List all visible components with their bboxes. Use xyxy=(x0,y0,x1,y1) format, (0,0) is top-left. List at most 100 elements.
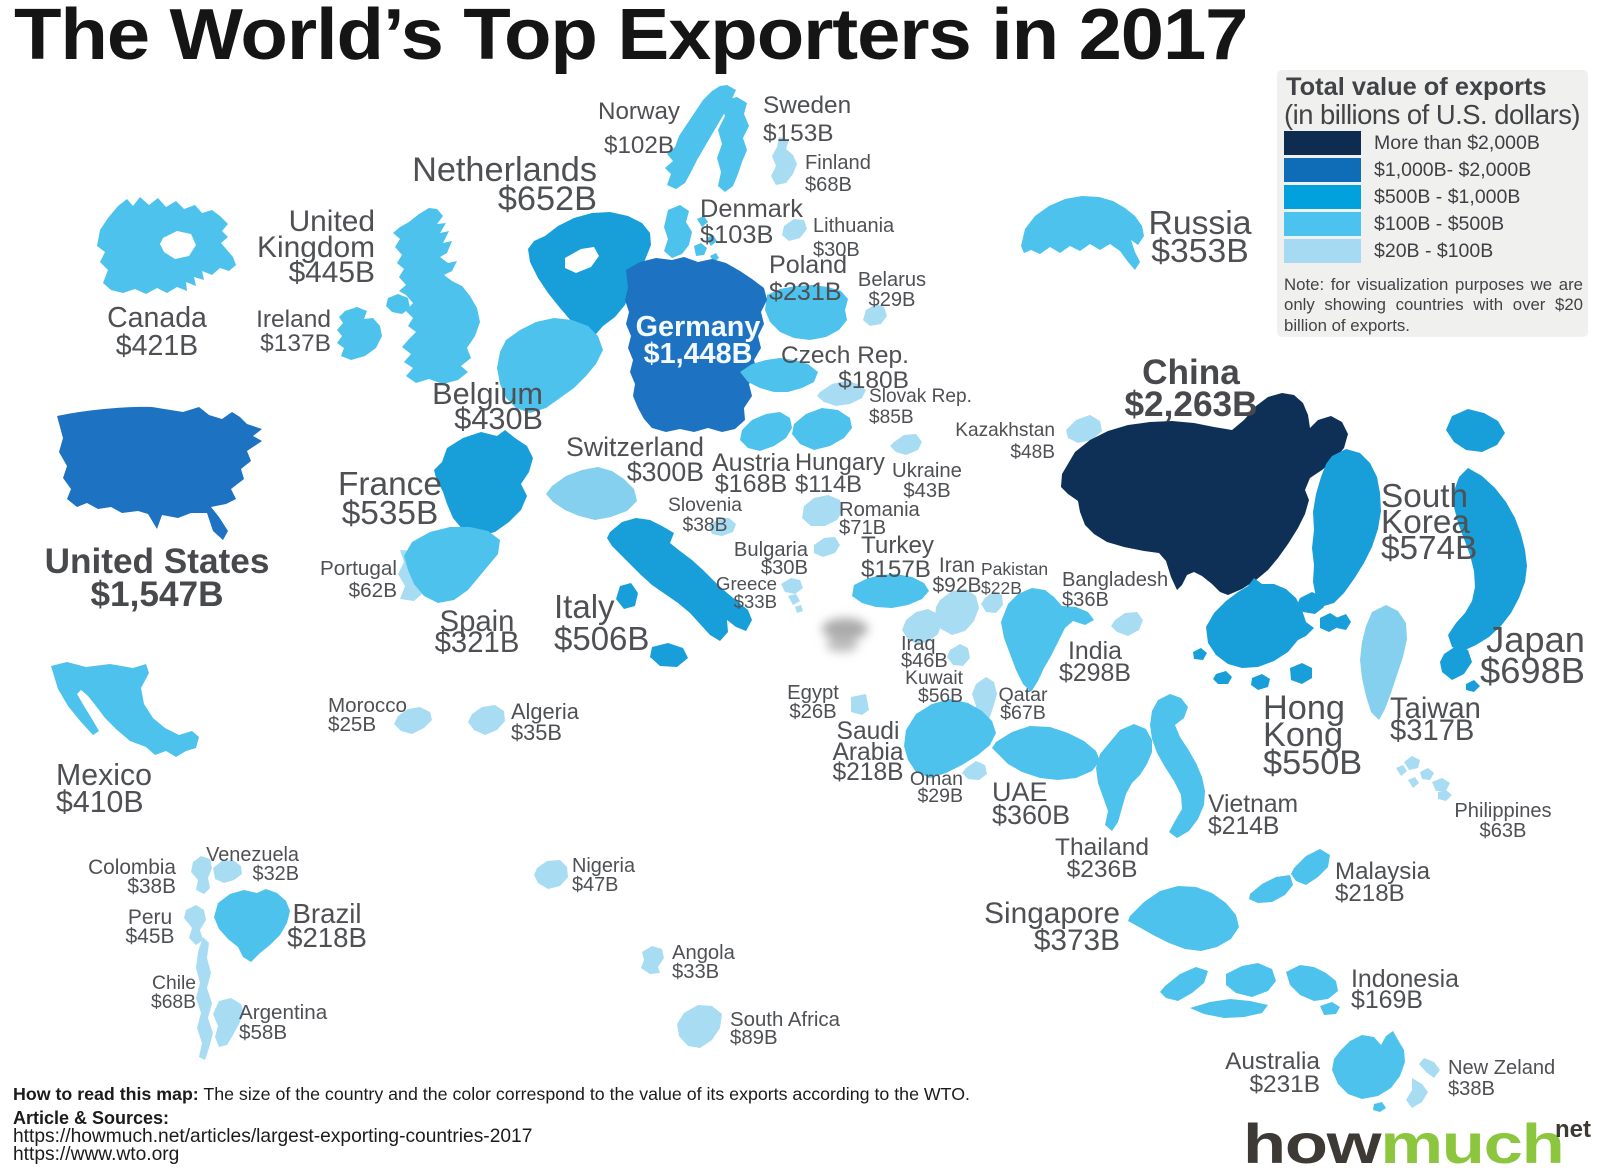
svg-text:Hungary: Hungary xyxy=(795,449,885,476)
svg-text:$298B: $298B xyxy=(1059,659,1131,687)
svg-text:Vietnam: Vietnam xyxy=(1208,791,1298,818)
svg-text:$58B: $58B xyxy=(239,1021,287,1044)
svg-text:$218B: $218B xyxy=(832,759,903,786)
svg-text:Italy: Italy xyxy=(554,588,615,625)
svg-text:Belgium: Belgium xyxy=(432,376,543,411)
svg-text:$68B: $68B xyxy=(151,992,196,1013)
svg-text:China: China xyxy=(1142,353,1240,392)
svg-text:$33B: $33B xyxy=(672,961,719,983)
svg-text:South: South xyxy=(1381,478,1468,515)
svg-text:France: France xyxy=(338,466,442,503)
svg-text:Egypt: Egypt xyxy=(787,682,839,704)
svg-text:$30B: $30B xyxy=(761,557,808,579)
svg-text:South Africa: South Africa xyxy=(730,1009,841,1031)
svg-text:$2,263B: $2,263B xyxy=(1124,385,1257,424)
svg-text:$506B: $506B xyxy=(554,620,649,657)
svg-text:$38B: $38B xyxy=(1448,1078,1495,1100)
svg-text:Brazil: Brazil xyxy=(293,898,362,929)
svg-text:Lithuania: Lithuania xyxy=(813,215,895,237)
svg-text:$231B: $231B xyxy=(1249,1071,1320,1098)
svg-text:Morocco: Morocco xyxy=(328,694,407,717)
svg-text:$114B: $114B xyxy=(795,471,862,498)
svg-text:$236B: $236B xyxy=(1067,856,1138,883)
svg-text:$29B: $29B xyxy=(917,785,963,807)
svg-text:$169B: $169B xyxy=(1351,986,1423,1014)
svg-text:Switzerland: Switzerland xyxy=(566,432,704,462)
svg-text:$214B: $214B xyxy=(1208,813,1279,840)
svg-text:Denmark: Denmark xyxy=(700,195,803,223)
svg-text:$652B: $652B xyxy=(498,180,597,218)
svg-text:$38B: $38B xyxy=(127,875,176,898)
svg-text:Peru: Peru xyxy=(128,906,172,929)
svg-text:UAE: UAE xyxy=(992,777,1048,807)
svg-text:$45B: $45B xyxy=(125,925,174,948)
svg-text:$360B: $360B xyxy=(992,800,1070,830)
svg-text:$71B: $71B xyxy=(839,517,886,539)
svg-text:$33B: $33B xyxy=(734,591,777,612)
svg-text:$157B: $157B xyxy=(861,556,931,583)
svg-text:Greece: Greece xyxy=(716,573,777,594)
svg-text:Turkey: Turkey xyxy=(861,532,935,559)
svg-text:Germany: Germany xyxy=(636,311,761,343)
svg-text:$168B: $168B xyxy=(715,470,788,498)
svg-text:$218B: $218B xyxy=(1335,880,1405,907)
svg-text:Kazakhstan: Kazakhstan xyxy=(955,420,1055,441)
svg-text:India: India xyxy=(1068,637,1122,665)
svg-text:$56B: $56B xyxy=(918,686,963,707)
svg-text:$30B: $30B xyxy=(813,239,860,261)
svg-text:Kingdom: Kingdom xyxy=(257,231,375,264)
svg-text:Chile: Chile xyxy=(152,973,196,994)
svg-text:Kuwait: Kuwait xyxy=(905,668,964,689)
svg-text:$321B: $321B xyxy=(435,626,520,659)
svg-text:Norway: Norway xyxy=(598,98,681,125)
svg-text:Czech Rep.: Czech Rep. xyxy=(781,342,909,369)
svg-text:Spain: Spain xyxy=(440,605,515,638)
svg-text:Ireland: Ireland xyxy=(256,306,331,333)
svg-text:$153B: $153B xyxy=(763,120,834,147)
svg-text:$43B: $43B xyxy=(903,480,950,502)
svg-text:$231B: $231B xyxy=(769,278,842,306)
svg-text:Sweden: Sweden xyxy=(763,92,851,119)
svg-text:$38B: $38B xyxy=(682,515,727,536)
svg-text:Netherlands: Netherlands xyxy=(412,151,597,189)
svg-text:Slovak Rep.: Slovak Rep. xyxy=(869,386,972,407)
svg-text:Saudi: Saudi xyxy=(837,718,900,745)
svg-text:Australia: Australia xyxy=(1225,1048,1320,1075)
svg-text:Romania: Romania xyxy=(839,499,921,521)
svg-text:Japan: Japan xyxy=(1486,619,1585,660)
svg-text:$353B: $353B xyxy=(1151,232,1248,270)
svg-text:Thailand: Thailand xyxy=(1055,834,1149,861)
svg-text:$574B: $574B xyxy=(1381,530,1477,567)
svg-text:$300B: $300B xyxy=(627,457,704,487)
svg-text:Pakistan: Pakistan xyxy=(981,559,1048,579)
svg-text:$36B: $36B xyxy=(1062,589,1109,611)
svg-text:$26B: $26B xyxy=(789,701,836,723)
svg-text:Hong: Hong xyxy=(1263,689,1345,727)
svg-text:$218B: $218B xyxy=(287,922,367,953)
svg-text:$47B: $47B xyxy=(572,874,618,896)
svg-text:$25B: $25B xyxy=(328,713,376,736)
svg-text:$22B: $22B xyxy=(981,578,1022,598)
svg-text:Iraq: Iraq xyxy=(901,633,935,655)
svg-text:Malaysia: Malaysia xyxy=(1335,858,1431,885)
svg-text:United States: United States xyxy=(45,542,270,581)
svg-text:Kong: Kong xyxy=(1263,716,1343,754)
svg-text:$373B: $373B xyxy=(1034,924,1120,957)
svg-text:$421B: $421B xyxy=(116,330,198,362)
svg-text:$89B: $89B xyxy=(730,1027,778,1049)
svg-text:Venezuela: Venezuela xyxy=(206,844,300,866)
svg-text:$29B: $29B xyxy=(869,289,916,311)
svg-text:Angola: Angola xyxy=(672,942,736,964)
svg-text:Slovenia: Slovenia xyxy=(668,495,742,516)
svg-text:Argentina: Argentina xyxy=(239,1001,328,1024)
svg-text:Mexico: Mexico xyxy=(56,759,152,792)
svg-text:Singapore: Singapore xyxy=(984,897,1120,930)
svg-text:Austria: Austria xyxy=(712,449,790,477)
svg-text:$32B: $32B xyxy=(253,863,299,885)
svg-text:$62B: $62B xyxy=(349,579,397,602)
svg-text:Belarus: Belarus xyxy=(858,269,926,291)
svg-text:Oman: Oman xyxy=(910,768,963,790)
svg-text:Indonesia: Indonesia xyxy=(1351,965,1459,993)
svg-text:Colombia: Colombia xyxy=(88,856,176,879)
svg-text:Taiwan: Taiwan xyxy=(1390,693,1481,725)
